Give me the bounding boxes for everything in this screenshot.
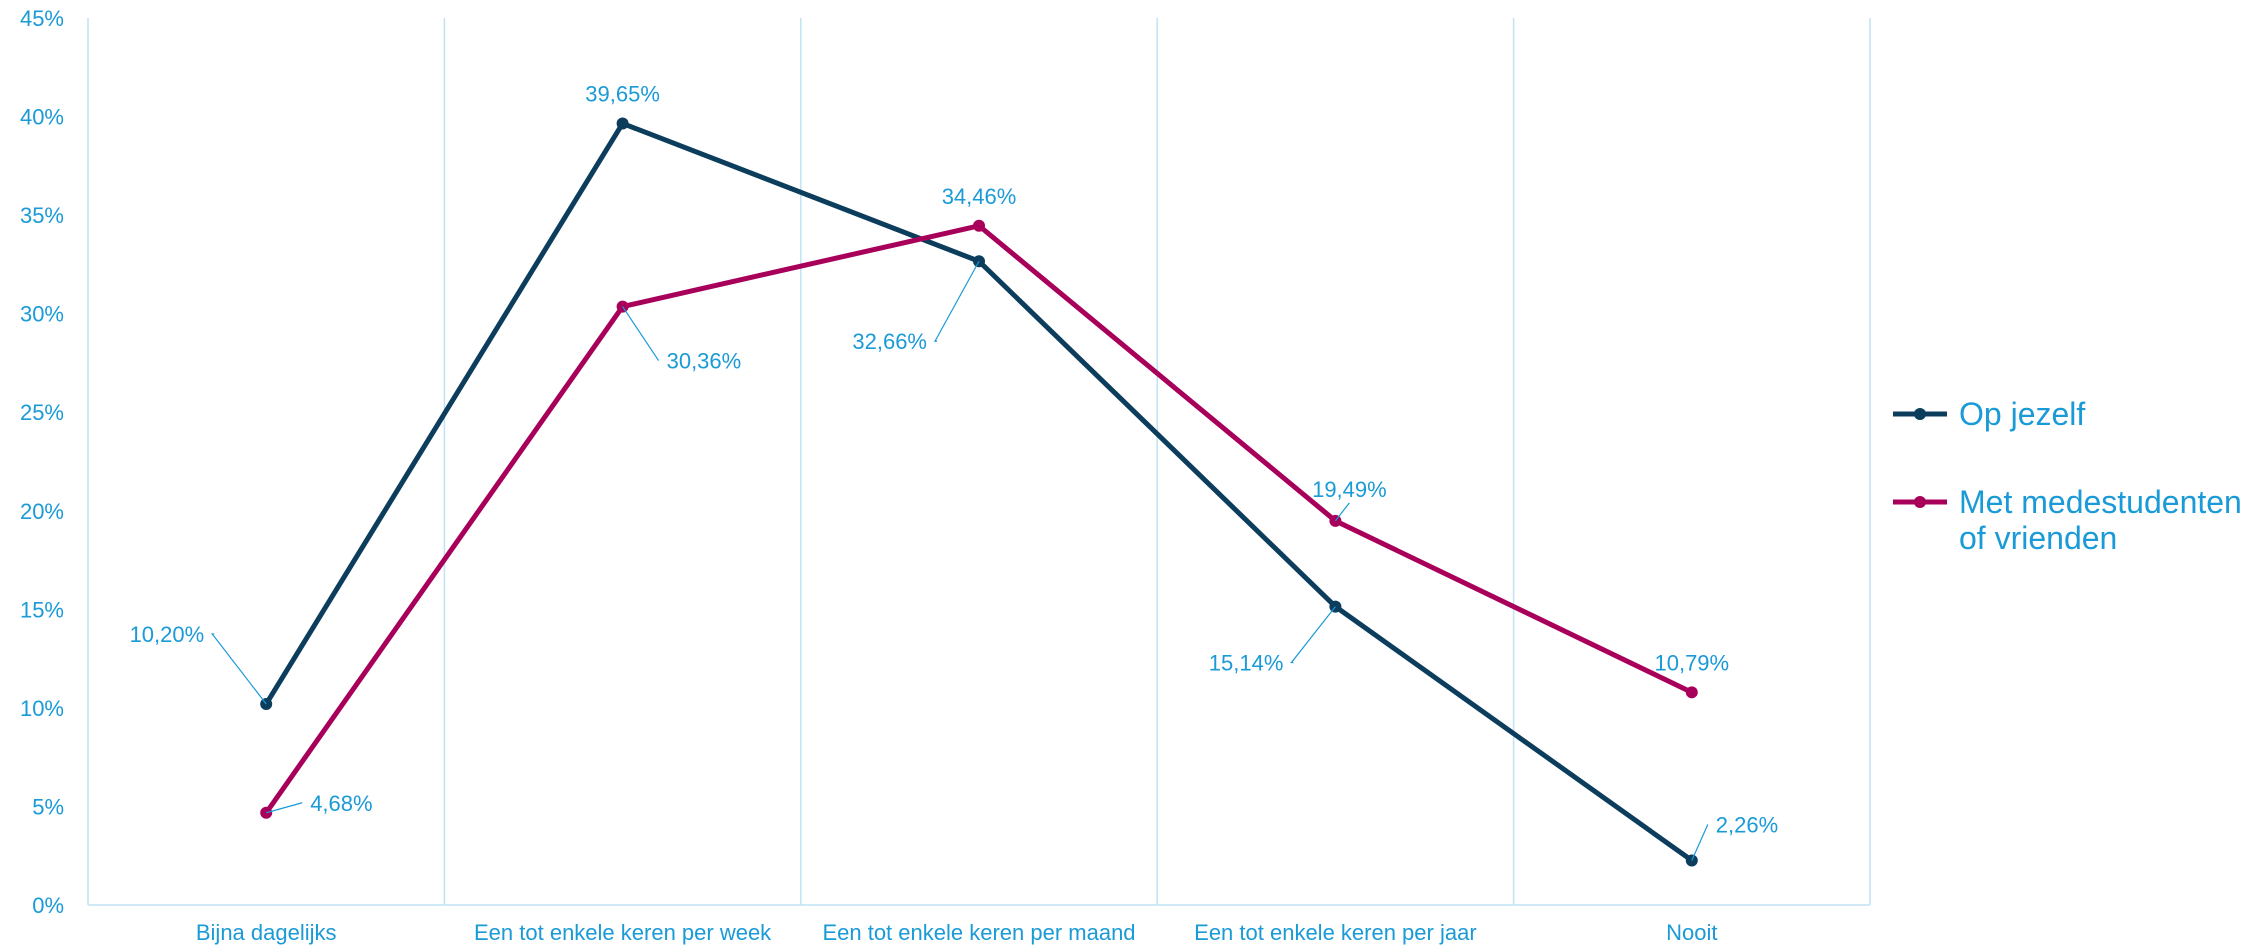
x-category-label: Bijna dagelijks	[196, 920, 337, 945]
legend-label: Met medestudenten	[1959, 484, 2242, 520]
leader-line	[210, 633, 267, 705]
x-category-label: Een tot enkele keren per jaar	[1194, 920, 1477, 945]
data-labels: 10,20% 39,65% 32,66% 15,14% 2,26% 4,68% 30,36%…	[130, 81, 1778, 861]
y-tick-label: 10%	[20, 696, 64, 721]
y-tick-label: 15%	[20, 597, 64, 622]
y-tick-label: 25%	[20, 400, 64, 425]
y-tick-label: 35%	[20, 203, 64, 228]
data-label: 2,26%	[1716, 812, 1778, 837]
series-line-1	[264, 223, 1693, 815]
data-label: 4,68%	[310, 791, 372, 816]
leader-line	[933, 260, 980, 342]
data-label: 10,79%	[1654, 650, 1729, 675]
data-label: 10,20%	[130, 622, 205, 647]
data-label: 19,49%	[1312, 477, 1387, 502]
y-tick-label: 30%	[20, 302, 64, 327]
x-category-label: Nooit	[1666, 920, 1717, 945]
legend-label: Op jezelf	[1959, 396, 2085, 432]
grid-lines	[87, 18, 1871, 905]
legend-marker-1	[1914, 496, 1926, 508]
leader-line	[266, 802, 303, 814]
y-tick-label: 40%	[20, 105, 64, 130]
axes: 0% 5% 10% 15% 20% 25% 30% 35% 40% 45% Bijna dageli…	[20, 6, 1870, 945]
series-lines	[260, 117, 1698, 867]
leader-line	[1334, 502, 1350, 522]
data-label: 32,66%	[852, 329, 927, 354]
data-label: 39,65%	[585, 81, 660, 106]
y-tick-label: 0%	[32, 893, 64, 918]
series-line-0	[264, 120, 1694, 863]
data-label: 34,46%	[942, 184, 1017, 209]
legend-marker-0	[1914, 408, 1926, 420]
y-tick-label: 20%	[20, 499, 64, 524]
y-tick-label: 45%	[20, 6, 64, 31]
leader-line	[1691, 824, 1709, 861]
leader-line	[622, 306, 660, 361]
data-label: 30,36%	[667, 349, 742, 374]
y-tick-label: 5%	[32, 794, 64, 819]
data-point	[973, 219, 985, 232]
data-label: 15,14%	[1209, 651, 1284, 676]
data-point	[1685, 686, 1698, 699]
data-point	[616, 117, 629, 130]
leader-line	[1290, 606, 1336, 664]
x-category-label: Een tot enkele keren per week	[474, 920, 772, 945]
legend-label: of vrienden	[1959, 520, 2117, 556]
x-category-label: Een tot enkele keren per maand	[822, 920, 1135, 945]
